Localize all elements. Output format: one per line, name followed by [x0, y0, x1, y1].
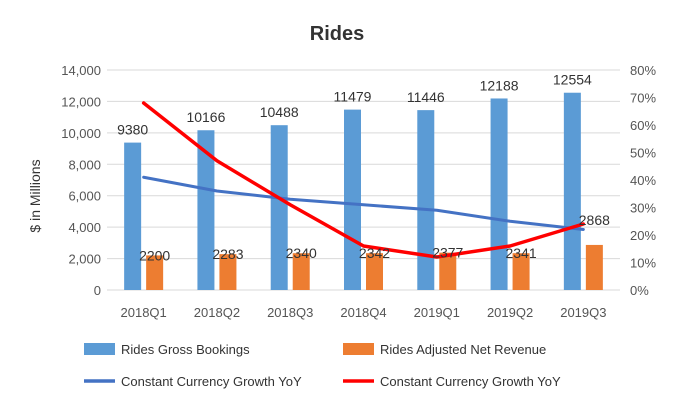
x-tick-label: 2018Q4 — [340, 305, 386, 320]
y-tick-label: 2,000 — [68, 252, 101, 267]
data-label-adjusted-net-revenue: 2340 — [286, 245, 317, 261]
lines — [141, 101, 586, 259]
data-label-gross-bookings: 12188 — [480, 77, 519, 93]
data-label-gross-bookings: 12554 — [553, 72, 592, 88]
bar-adjusted-net-revenue — [219, 254, 237, 290]
y2-tick-label: 20% — [630, 228, 656, 243]
y-tick-label: 0 — [94, 283, 101, 298]
data-label-adjusted-net-revenue: 2200 — [139, 247, 170, 263]
data-label-adjusted-net-revenue: 2342 — [359, 245, 390, 261]
bar-adjusted-net-revenue — [585, 244, 603, 290]
x-tick-label: 2018Q1 — [121, 305, 167, 320]
legend: Rides Gross Bookings Rides Adjusted Net R… — [84, 342, 561, 389]
bar-gross-bookings — [563, 92, 581, 290]
y2-tick-label: 30% — [630, 201, 656, 216]
bar-adjusted-net-revenue — [439, 252, 457, 290]
data-label-adjusted-net-revenue: 2868 — [579, 212, 610, 228]
bar-adjusted-net-revenue — [146, 255, 164, 290]
data-label-gross-bookings: 10166 — [186, 109, 225, 125]
data-label-gross-bookings: 11479 — [334, 89, 372, 105]
x-tick-label: 2019Q2 — [487, 305, 533, 320]
y2-tick-label: 50% — [630, 146, 656, 161]
legend-label: Constant Currency Growth YoY — [121, 374, 302, 389]
x-axis: 2018Q1 2018Q2 2018Q3 2018Q4 2019Q1 2019Q2 2019… — [121, 305, 607, 320]
y-axis-label: $ in Millions — [27, 159, 43, 232]
data-labels: 9380 10166 10488 11479 11446 12188 12554 2200 22… — [117, 72, 610, 264]
data-label-adjusted-net-revenue: 2377 — [432, 245, 463, 261]
bar-adjusted-net-revenue — [366, 253, 383, 290]
bar-gross-bookings — [197, 130, 215, 290]
gridlines — [107, 69, 620, 291]
bar-adjusted-net-revenue — [292, 253, 310, 290]
bar-gross-bookings — [124, 142, 142, 290]
y-tick-label: 8,000 — [68, 157, 101, 172]
bar-gross-bookings — [344, 109, 361, 290]
y2-tick-label: 70% — [630, 91, 656, 106]
y-tick-label: 12,000 — [61, 94, 101, 109]
data-label-gross-bookings: 9380 — [117, 122, 148, 138]
data-label-adjusted-net-revenue: 2283 — [212, 246, 243, 262]
data-label-adjusted-net-revenue: 2341 — [505, 245, 536, 261]
bar-adjusted-net-revenue — [512, 253, 530, 290]
right-axis: 0% 10% 20% 30% 40% 50% 60% 70% 80% — [630, 63, 656, 298]
y2-tick-label: 40% — [630, 173, 656, 188]
y-tick-label: 4,000 — [68, 220, 101, 235]
y2-tick-label: 60% — [630, 118, 656, 133]
bar-gross-bookings — [490, 98, 508, 290]
x-tick-label: 2019Q3 — [560, 305, 606, 320]
y2-tick-label: 10% — [630, 256, 656, 271]
y-tick-label: 6,000 — [68, 189, 101, 204]
legend-label: Rides Adjusted Net Revenue — [380, 342, 546, 357]
left-axis: 0 2,000 4,000 6,000 8,000 10,000 12,000 14,000 — [61, 63, 101, 298]
data-label-gross-bookings: 11446 — [407, 89, 445, 105]
bars — [124, 92, 603, 291]
line-growth-blue — [142, 175, 585, 231]
bar-gross-bookings — [417, 110, 435, 291]
data-label-gross-bookings: 10488 — [260, 104, 299, 120]
y2-tick-label: 80% — [630, 63, 656, 78]
y2-tick-label: 0% — [630, 283, 649, 298]
x-tick-label: 2019Q1 — [414, 305, 460, 320]
bar-gross-bookings — [270, 125, 288, 290]
x-tick-label: 2018Q2 — [194, 305, 240, 320]
legend-label: Constant Currency Growth YoY — [380, 374, 561, 389]
chart-title: Rides — [310, 23, 364, 45]
line-growth-red — [141, 101, 586, 259]
legend-swatch — [84, 343, 115, 355]
legend-swatch — [343, 343, 374, 355]
y-tick-label: 10,000 — [61, 126, 101, 141]
x-tick-label: 2018Q3 — [267, 305, 313, 320]
legend-label: Rides Gross Bookings — [121, 342, 250, 357]
y-tick-label: 14,000 — [61, 63, 101, 78]
